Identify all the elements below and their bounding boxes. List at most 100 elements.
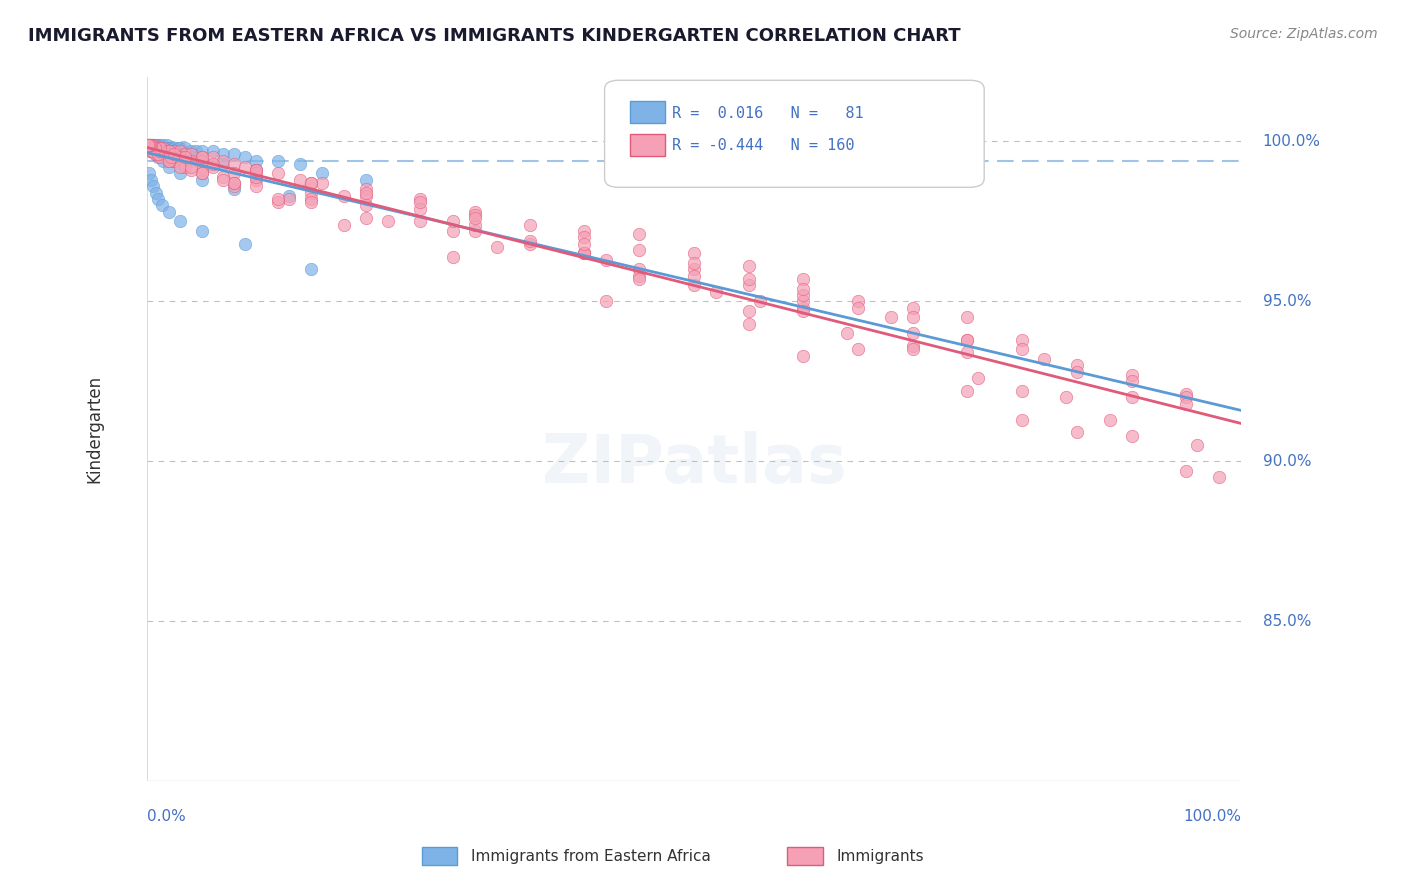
Point	[441, 250, 464, 264]
Point	[574, 246, 596, 260]
Point	[1175, 387, 1198, 401]
Point	[1011, 333, 1033, 347]
Point	[138, 137, 160, 152]
Point	[245, 179, 267, 194]
Point	[145, 144, 167, 158]
Point	[628, 268, 651, 283]
Text: R =  0.016   N =   81: R = 0.016 N = 81	[672, 106, 863, 120]
Point	[212, 157, 235, 171]
Point	[901, 301, 924, 315]
Point	[1175, 397, 1198, 411]
Point	[141, 137, 163, 152]
Point	[846, 301, 869, 315]
Point	[267, 192, 290, 206]
Point	[333, 188, 356, 202]
Point	[354, 173, 377, 187]
Point	[956, 333, 979, 347]
Point	[141, 144, 163, 158]
Point	[846, 343, 869, 357]
Point	[139, 137, 162, 152]
Point	[138, 137, 160, 152]
Point	[180, 150, 202, 164]
Point	[169, 166, 191, 180]
Point	[299, 176, 322, 190]
Point	[139, 137, 162, 152]
Text: 100.0%: 100.0%	[1263, 134, 1320, 149]
Point	[152, 153, 174, 168]
Point	[146, 141, 169, 155]
Point	[464, 204, 486, 219]
Point	[145, 137, 167, 152]
Point	[464, 224, 486, 238]
Point	[441, 214, 464, 228]
Point	[245, 173, 267, 187]
Point	[956, 310, 979, 325]
Point	[1011, 412, 1033, 426]
Point	[519, 218, 541, 232]
Point	[143, 141, 166, 155]
Point	[683, 246, 706, 260]
Point	[169, 147, 191, 161]
Point	[1066, 425, 1088, 440]
Point	[190, 153, 212, 168]
Point	[377, 214, 399, 228]
Point	[180, 160, 202, 174]
Point	[138, 166, 160, 180]
Point	[1011, 384, 1033, 398]
Point	[245, 163, 267, 178]
Point	[354, 211, 377, 226]
Point	[141, 137, 163, 152]
Point	[441, 224, 464, 238]
Point	[155, 150, 177, 164]
Point	[212, 147, 235, 161]
Point	[169, 144, 191, 158]
Point	[180, 153, 202, 168]
Point	[152, 147, 174, 161]
Point	[1175, 464, 1198, 478]
Point	[967, 371, 990, 385]
Point	[163, 153, 186, 168]
Point	[150, 198, 173, 212]
Point	[145, 147, 167, 161]
Point	[737, 259, 759, 273]
Point	[138, 137, 160, 152]
Point	[1066, 365, 1088, 379]
Point	[1011, 343, 1033, 357]
Point	[174, 160, 197, 174]
Text: 90.0%: 90.0%	[1263, 454, 1312, 468]
Point	[150, 141, 173, 155]
Point	[1121, 374, 1143, 388]
Point	[748, 294, 770, 309]
Point	[138, 137, 160, 152]
Point	[628, 262, 651, 277]
Point	[139, 137, 162, 152]
Point	[149, 141, 172, 155]
Point	[1033, 351, 1056, 366]
Point	[956, 333, 979, 347]
Point	[141, 141, 163, 155]
Point	[792, 281, 814, 295]
Point	[235, 160, 257, 174]
Point	[160, 141, 183, 155]
Point	[190, 150, 212, 164]
Point	[409, 202, 432, 216]
Text: Source: ZipAtlas.com: Source: ZipAtlas.com	[1230, 27, 1378, 41]
Point	[235, 150, 257, 164]
Point	[152, 144, 174, 158]
Point	[574, 236, 596, 251]
Point	[141, 144, 163, 158]
Point	[485, 240, 508, 254]
Point	[152, 137, 174, 152]
Point	[333, 218, 356, 232]
Point	[174, 141, 197, 155]
Point	[149, 150, 172, 164]
Point	[212, 173, 235, 187]
Point	[141, 141, 163, 155]
Point	[180, 147, 202, 161]
Point	[299, 192, 322, 206]
Text: ZIPatlas: ZIPatlas	[541, 432, 846, 498]
Point	[245, 166, 267, 180]
Point	[792, 301, 814, 315]
Point	[224, 176, 246, 190]
Point	[136, 137, 159, 152]
